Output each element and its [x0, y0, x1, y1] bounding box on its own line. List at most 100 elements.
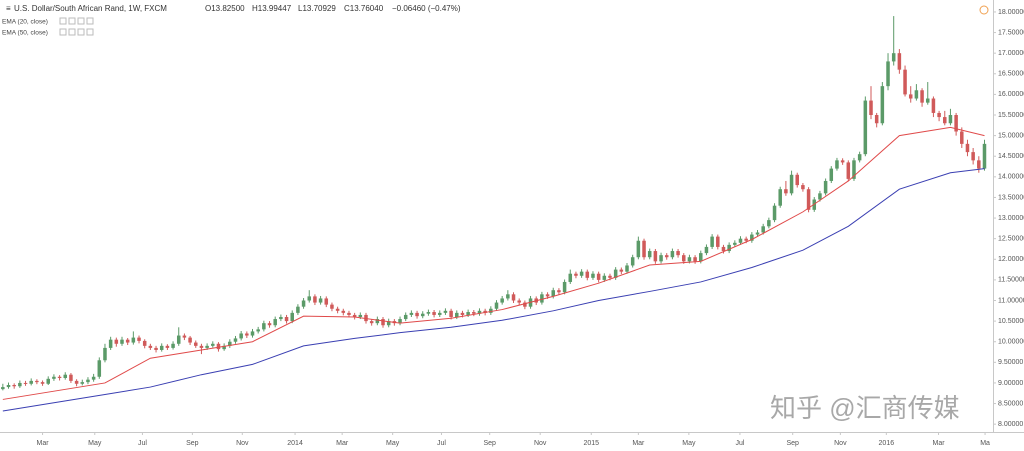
candle-body — [551, 290, 556, 297]
menu-icon[interactable]: ≡ — [6, 4, 11, 13]
candle-body — [937, 112, 941, 118]
candle-body — [846, 162, 851, 179]
candle-body — [744, 238, 748, 241]
candle-body — [398, 319, 402, 324]
candle-body — [908, 94, 913, 99]
y-tick-label: 8.50000 — [998, 400, 1023, 407]
x-tick-label: Jul — [138, 440, 147, 447]
candle-body — [761, 226, 765, 233]
candle-body — [1, 387, 5, 390]
candle-body — [874, 115, 879, 124]
candle-body — [574, 273, 578, 276]
candle-body — [687, 257, 692, 262]
y-tick-label: 10.00000 — [998, 339, 1024, 346]
legend-button[interactable] — [77, 17, 85, 25]
candle-body — [823, 180, 828, 194]
candle-body — [710, 236, 714, 247]
x-tick-label: Mar — [932, 440, 945, 447]
y-tick-label: 8.00000 — [998, 421, 1023, 428]
candle-body — [931, 98, 936, 113]
candle-body — [29, 380, 33, 384]
candle-body — [347, 312, 351, 315]
candle-body — [965, 143, 970, 153]
candle-body — [619, 269, 624, 272]
candle-body — [188, 337, 192, 343]
candle-body — [613, 269, 618, 278]
candle-body — [86, 379, 90, 383]
y-tick-label: 9.00000 — [998, 380, 1023, 387]
candle-body — [165, 345, 170, 348]
candle-body — [228, 341, 232, 346]
candle-body — [63, 374, 68, 378]
candle-body — [199, 345, 204, 348]
candle-body — [699, 253, 703, 262]
x-tick-label: Sep — [483, 440, 496, 447]
legend-button[interactable] — [86, 17, 94, 25]
candle-body — [625, 265, 629, 272]
candle-body — [455, 312, 459, 317]
candle-body — [653, 251, 658, 262]
candle-body — [466, 312, 470, 315]
candle-body — [290, 312, 294, 322]
candle-body — [307, 296, 312, 301]
candle-body — [897, 53, 902, 70]
candle-body — [835, 160, 839, 169]
y-tick-label: 11.00000 — [998, 297, 1024, 304]
candle-body — [489, 308, 493, 313]
candle-body — [80, 382, 85, 384]
candle-body — [358, 314, 363, 317]
candle-body — [778, 189, 782, 206]
candle-body — [704, 246, 709, 254]
candle-body — [205, 345, 209, 348]
ema-line — [2, 168, 985, 412]
y-tick-label: 16.50000 — [998, 71, 1024, 78]
candle-body — [886, 61, 890, 87]
x-tick-label: Mar — [632, 440, 645, 447]
legend-button[interactable] — [68, 17, 76, 25]
candle-body — [727, 244, 731, 252]
candle-body — [432, 312, 436, 315]
candle-body — [131, 337, 136, 343]
candle-body — [335, 308, 340, 311]
candle-body — [591, 273, 595, 278]
candle-body — [114, 339, 119, 344]
candle-body — [948, 115, 953, 124]
candle-body — [449, 310, 453, 317]
legend-button[interactable] — [86, 28, 94, 36]
candle-body — [608, 275, 612, 278]
ema-line — [2, 126, 985, 400]
clock-icon[interactable] — [979, 5, 989, 15]
x-tick-label: Mar — [336, 440, 349, 447]
candle-body — [545, 294, 550, 297]
candle-body — [494, 302, 499, 309]
legend-button[interactable] — [59, 28, 67, 36]
candle-body — [330, 304, 334, 309]
legend-entry[interactable]: EMA (20, close) — [2, 19, 48, 26]
candle-body — [216, 343, 221, 350]
legend-button[interactable] — [59, 17, 67, 25]
legend-button[interactable] — [77, 28, 85, 36]
legend-button[interactable] — [68, 28, 76, 36]
candle-body — [18, 382, 22, 387]
legend-entry[interactable]: EMA (50, close) — [2, 30, 48, 37]
y-tick-label: 17.00000 — [998, 50, 1024, 57]
candle-body — [74, 380, 79, 384]
x-tick-label: Jul — [735, 440, 744, 447]
candle-body — [171, 343, 175, 348]
candle-body — [483, 310, 487, 313]
x-tick-label: Nov — [834, 440, 847, 447]
candle-body — [472, 312, 476, 314]
y-tick-label: 13.50000 — [998, 194, 1024, 201]
candle-body — [540, 294, 544, 303]
x-tick-label: Mar — [37, 440, 50, 447]
candle-body — [46, 378, 50, 384]
candle-body — [721, 246, 726, 252]
candle-body — [35, 380, 39, 383]
y-tick-label: 15.00000 — [998, 132, 1024, 139]
candle-body — [943, 117, 947, 124]
candle-body — [12, 385, 16, 387]
y-tick-label: 15.50000 — [998, 112, 1024, 119]
candle-body — [511, 294, 516, 301]
